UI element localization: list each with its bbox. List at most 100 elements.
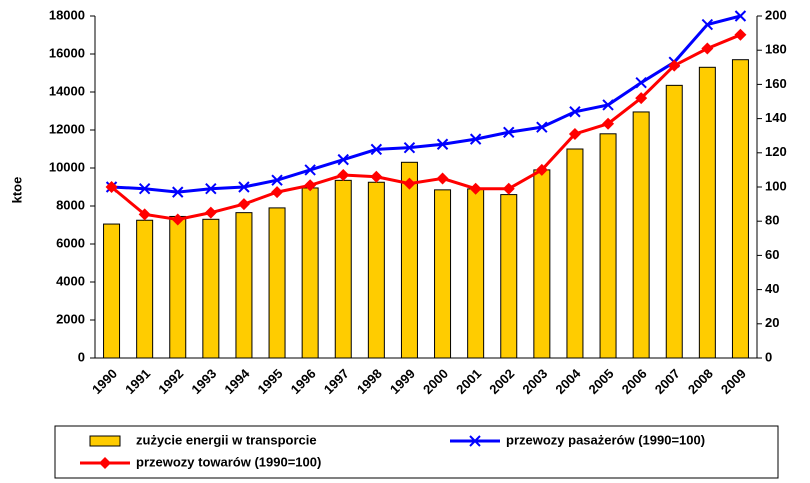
line-marker: [105, 181, 118, 193]
bar: [434, 189, 452, 359]
y-tick-label: 6000: [56, 235, 85, 250]
y-tick-label: 16000: [49, 45, 85, 60]
line-marker: [635, 76, 647, 89]
x-tick-label: 1995: [255, 366, 286, 397]
x-tick-label: 2004: [552, 365, 584, 397]
legend-label: przewozy towarów (1990=100): [136, 454, 321, 469]
x-tick-label: 1998: [354, 366, 385, 397]
x-tick-label: 1999: [387, 366, 418, 397]
line: [111, 14, 741, 194]
y2-tick-label: 100: [765, 178, 787, 193]
x-tick-label: 2001: [453, 366, 484, 397]
legend-box: [54, 425, 779, 479]
bar: [400, 161, 418, 359]
bar: [136, 219, 154, 359]
y2-tick-label: 80: [765, 213, 779, 228]
line-marker: [536, 121, 548, 133]
bar: [533, 169, 551, 359]
line: [110, 33, 742, 222]
line-marker: [734, 10, 747, 22]
legend-marker: [469, 435, 481, 447]
line-marker: [436, 172, 449, 185]
y2-tick-label: 0: [765, 349, 772, 364]
y-tick-label: 0: [78, 349, 85, 364]
line-marker: [337, 153, 349, 166]
x-tick-label: 2005: [586, 366, 617, 397]
y-tick-label: 14000: [49, 83, 85, 98]
line-marker: [204, 206, 217, 219]
line-marker: [138, 183, 151, 195]
bar: [698, 66, 716, 359]
bar: [334, 179, 352, 359]
line-marker: [271, 186, 284, 199]
line-marker: [602, 117, 615, 130]
y2-tick-label: 60: [765, 247, 779, 262]
x-tick-label: 1990: [89, 366, 120, 397]
line-marker: [304, 164, 316, 176]
line-marker: [668, 59, 681, 72]
y-tick-label: 12000: [49, 121, 85, 136]
x-tick-label: 1994: [221, 365, 253, 397]
y-tick-label: 8000: [56, 197, 85, 212]
y-tick-label: 2000: [56, 311, 85, 326]
x-tick-label: 1993: [188, 366, 219, 397]
line-marker: [701, 42, 714, 55]
line-marker: [701, 18, 714, 31]
line-marker: [535, 163, 548, 176]
x-tick-label: 2009: [718, 366, 749, 397]
bar: [566, 148, 584, 359]
y2-tick-label: 40: [765, 281, 779, 296]
bar: [202, 218, 220, 359]
bar: [235, 212, 253, 359]
line-marker: [138, 208, 151, 221]
line-marker: [503, 126, 515, 138]
bar: [632, 111, 650, 359]
line-marker: [304, 179, 317, 192]
line-marker: [469, 133, 482, 145]
bar: [665, 84, 683, 359]
legend-label: przewozy pasażerów (1990=100): [506, 432, 705, 447]
line-marker: [569, 106, 581, 118]
legend-marker: [99, 457, 111, 469]
line-marker: [734, 28, 747, 41]
x-tick-label: 2006: [619, 366, 650, 397]
line-marker: [205, 183, 217, 195]
line-marker: [635, 92, 648, 105]
x-tick-label: 1992: [155, 366, 186, 397]
bar: [731, 59, 749, 359]
y2-tick-label: 120: [765, 144, 787, 159]
line-marker: [337, 169, 350, 182]
x-tick-label: 2007: [652, 366, 683, 397]
line-marker: [171, 213, 184, 226]
line-marker: [469, 182, 482, 195]
x-tick-label: 1997: [321, 366, 352, 397]
y-axis-label: ktoe: [9, 177, 24, 204]
line-marker: [602, 99, 614, 111]
y2-tick-label: 160: [765, 76, 787, 91]
y2-tick-label: 20: [765, 315, 779, 330]
bar: [500, 194, 518, 359]
bar: [367, 181, 385, 359]
line-marker: [403, 141, 416, 154]
bar: [103, 223, 121, 359]
x-tick-label: 1991: [122, 366, 153, 397]
line-marker: [436, 138, 449, 150]
x-tick-label: 2002: [486, 366, 517, 397]
bar: [169, 215, 187, 359]
line-marker: [172, 186, 184, 198]
x-tick-label: 2003: [519, 366, 550, 397]
x-tick-label: 1996: [288, 366, 319, 397]
y2-tick-label: 140: [765, 110, 787, 125]
y-tick-label: 18000: [49, 7, 85, 22]
line-marker: [568, 127, 581, 140]
bar: [301, 187, 319, 359]
bar: [599, 133, 617, 359]
line-marker: [238, 181, 250, 193]
line-marker: [403, 177, 416, 190]
y2-tick-label: 180: [765, 42, 787, 57]
legend-swatch: [89, 435, 121, 447]
line-marker: [237, 198, 250, 211]
legend-label: zużycie energii w transporcie: [136, 432, 317, 447]
bar: [467, 188, 485, 359]
